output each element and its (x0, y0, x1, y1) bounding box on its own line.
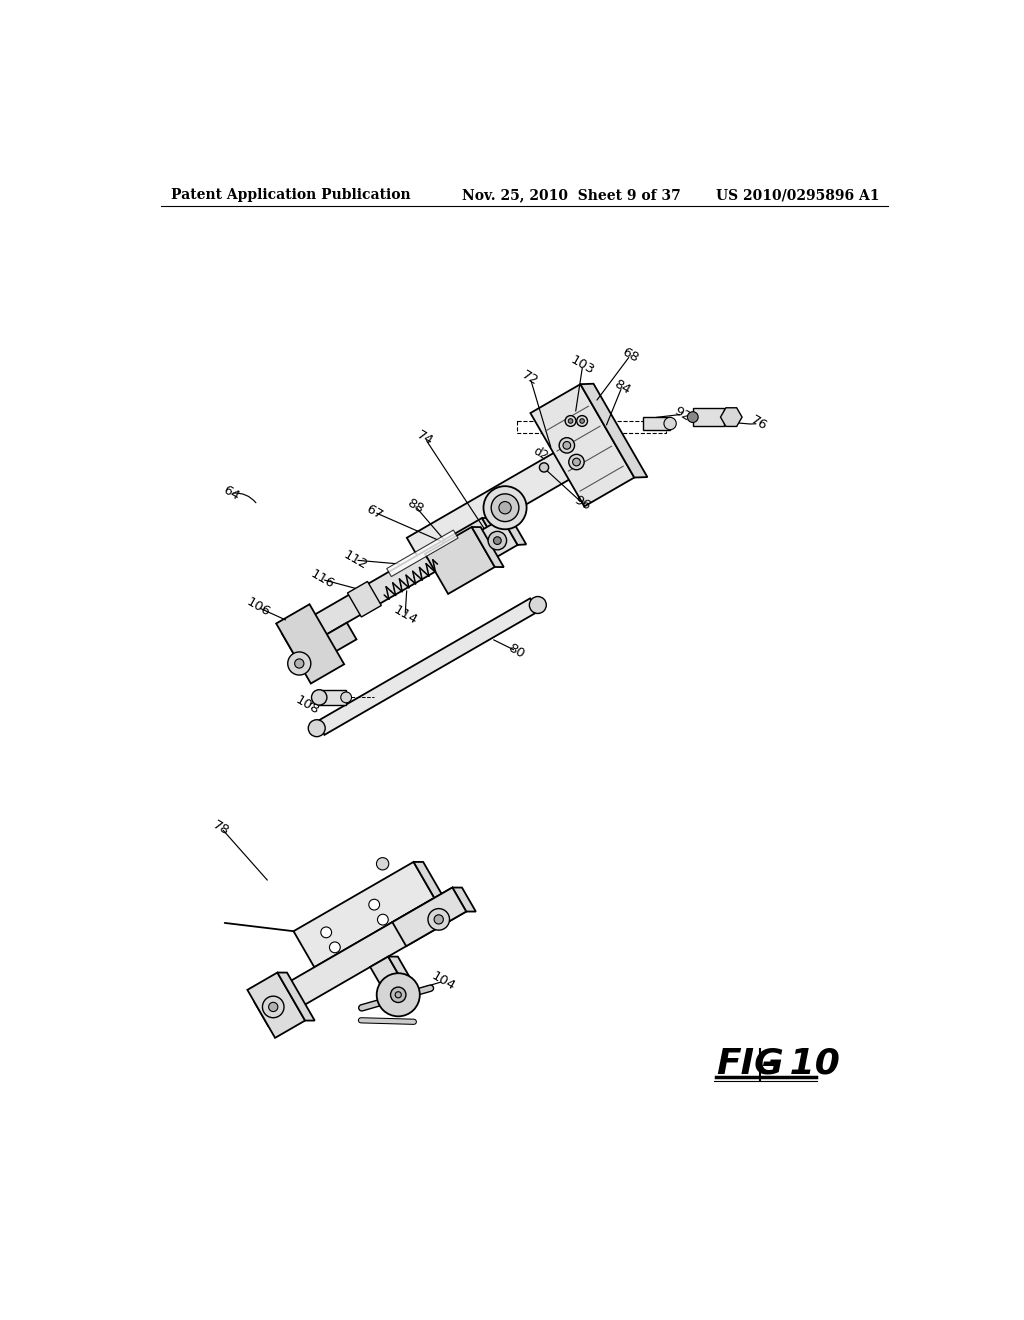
Circle shape (377, 858, 389, 870)
Circle shape (395, 991, 401, 998)
Polygon shape (475, 519, 517, 560)
Circle shape (529, 597, 546, 614)
Text: 72: 72 (520, 368, 541, 388)
Circle shape (568, 454, 584, 470)
Circle shape (499, 502, 511, 513)
Text: 108: 108 (294, 693, 322, 717)
Circle shape (330, 942, 340, 953)
Text: 84: 84 (611, 378, 633, 397)
Circle shape (369, 899, 380, 909)
Polygon shape (248, 973, 305, 1038)
Circle shape (434, 915, 443, 924)
Polygon shape (254, 887, 466, 1026)
Circle shape (483, 486, 526, 529)
Polygon shape (530, 384, 634, 507)
Circle shape (563, 441, 570, 449)
Text: 64: 64 (220, 483, 242, 503)
Polygon shape (482, 517, 504, 539)
Circle shape (428, 908, 450, 931)
Polygon shape (294, 862, 434, 968)
Text: FIG: FIG (716, 1047, 783, 1080)
Text: Patent Application Publication: Patent Application Publication (171, 189, 411, 202)
Text: 104: 104 (429, 969, 458, 993)
Circle shape (377, 973, 420, 1016)
Text: 86: 86 (477, 552, 498, 572)
Bar (517, 421, 667, 433)
Circle shape (577, 416, 588, 426)
Text: 92: 92 (672, 404, 693, 424)
Polygon shape (371, 957, 409, 1003)
Circle shape (295, 659, 304, 668)
Text: 67: 67 (364, 503, 385, 521)
Circle shape (390, 987, 406, 1002)
Polygon shape (347, 581, 381, 616)
Text: d2: d2 (531, 445, 551, 463)
Circle shape (268, 1002, 278, 1011)
Polygon shape (581, 384, 647, 478)
Text: d1: d1 (566, 453, 586, 471)
Polygon shape (276, 605, 344, 684)
Polygon shape (294, 623, 356, 671)
Circle shape (311, 689, 327, 705)
Polygon shape (643, 417, 670, 430)
Circle shape (341, 692, 351, 702)
Text: 103: 103 (568, 352, 597, 378)
Text: 70: 70 (450, 570, 470, 590)
Circle shape (687, 412, 698, 422)
Polygon shape (502, 517, 526, 545)
Circle shape (321, 927, 332, 937)
Text: - 10: - 10 (762, 1047, 840, 1080)
Polygon shape (414, 862, 444, 898)
Circle shape (492, 494, 519, 521)
Circle shape (262, 997, 284, 1018)
Circle shape (572, 458, 581, 466)
Text: US 2010/0295896 A1: US 2010/0295896 A1 (716, 189, 879, 202)
Text: 80: 80 (506, 642, 526, 661)
Text: 78: 78 (211, 818, 232, 838)
Polygon shape (278, 973, 314, 1020)
Circle shape (568, 418, 572, 424)
Circle shape (565, 416, 575, 426)
Circle shape (559, 438, 574, 453)
Polygon shape (453, 887, 476, 912)
Text: 96: 96 (571, 494, 593, 513)
Text: 76: 76 (749, 413, 769, 433)
Text: Nov. 25, 2010  Sheet 9 of 37: Nov. 25, 2010 Sheet 9 of 37 (462, 189, 680, 202)
Circle shape (664, 417, 676, 430)
Polygon shape (425, 527, 495, 594)
Polygon shape (594, 430, 623, 458)
Text: 88: 88 (404, 496, 426, 516)
Circle shape (378, 915, 388, 925)
Polygon shape (282, 517, 494, 653)
Polygon shape (721, 408, 742, 426)
Polygon shape (392, 887, 466, 946)
Circle shape (580, 418, 585, 424)
Circle shape (288, 652, 311, 675)
Text: 114: 114 (391, 603, 419, 628)
Polygon shape (387, 531, 458, 577)
Circle shape (494, 537, 501, 544)
Circle shape (488, 532, 507, 550)
Text: 106: 106 (244, 595, 272, 619)
Polygon shape (319, 689, 346, 705)
Polygon shape (472, 527, 504, 568)
Text: 74: 74 (415, 429, 435, 449)
Polygon shape (407, 430, 609, 565)
Circle shape (308, 719, 326, 737)
Circle shape (540, 463, 549, 473)
Text: 112: 112 (341, 548, 370, 572)
Polygon shape (388, 957, 419, 993)
Text: 68: 68 (620, 346, 641, 366)
Text: 116: 116 (307, 568, 336, 591)
Polygon shape (693, 408, 724, 426)
Polygon shape (316, 598, 538, 735)
